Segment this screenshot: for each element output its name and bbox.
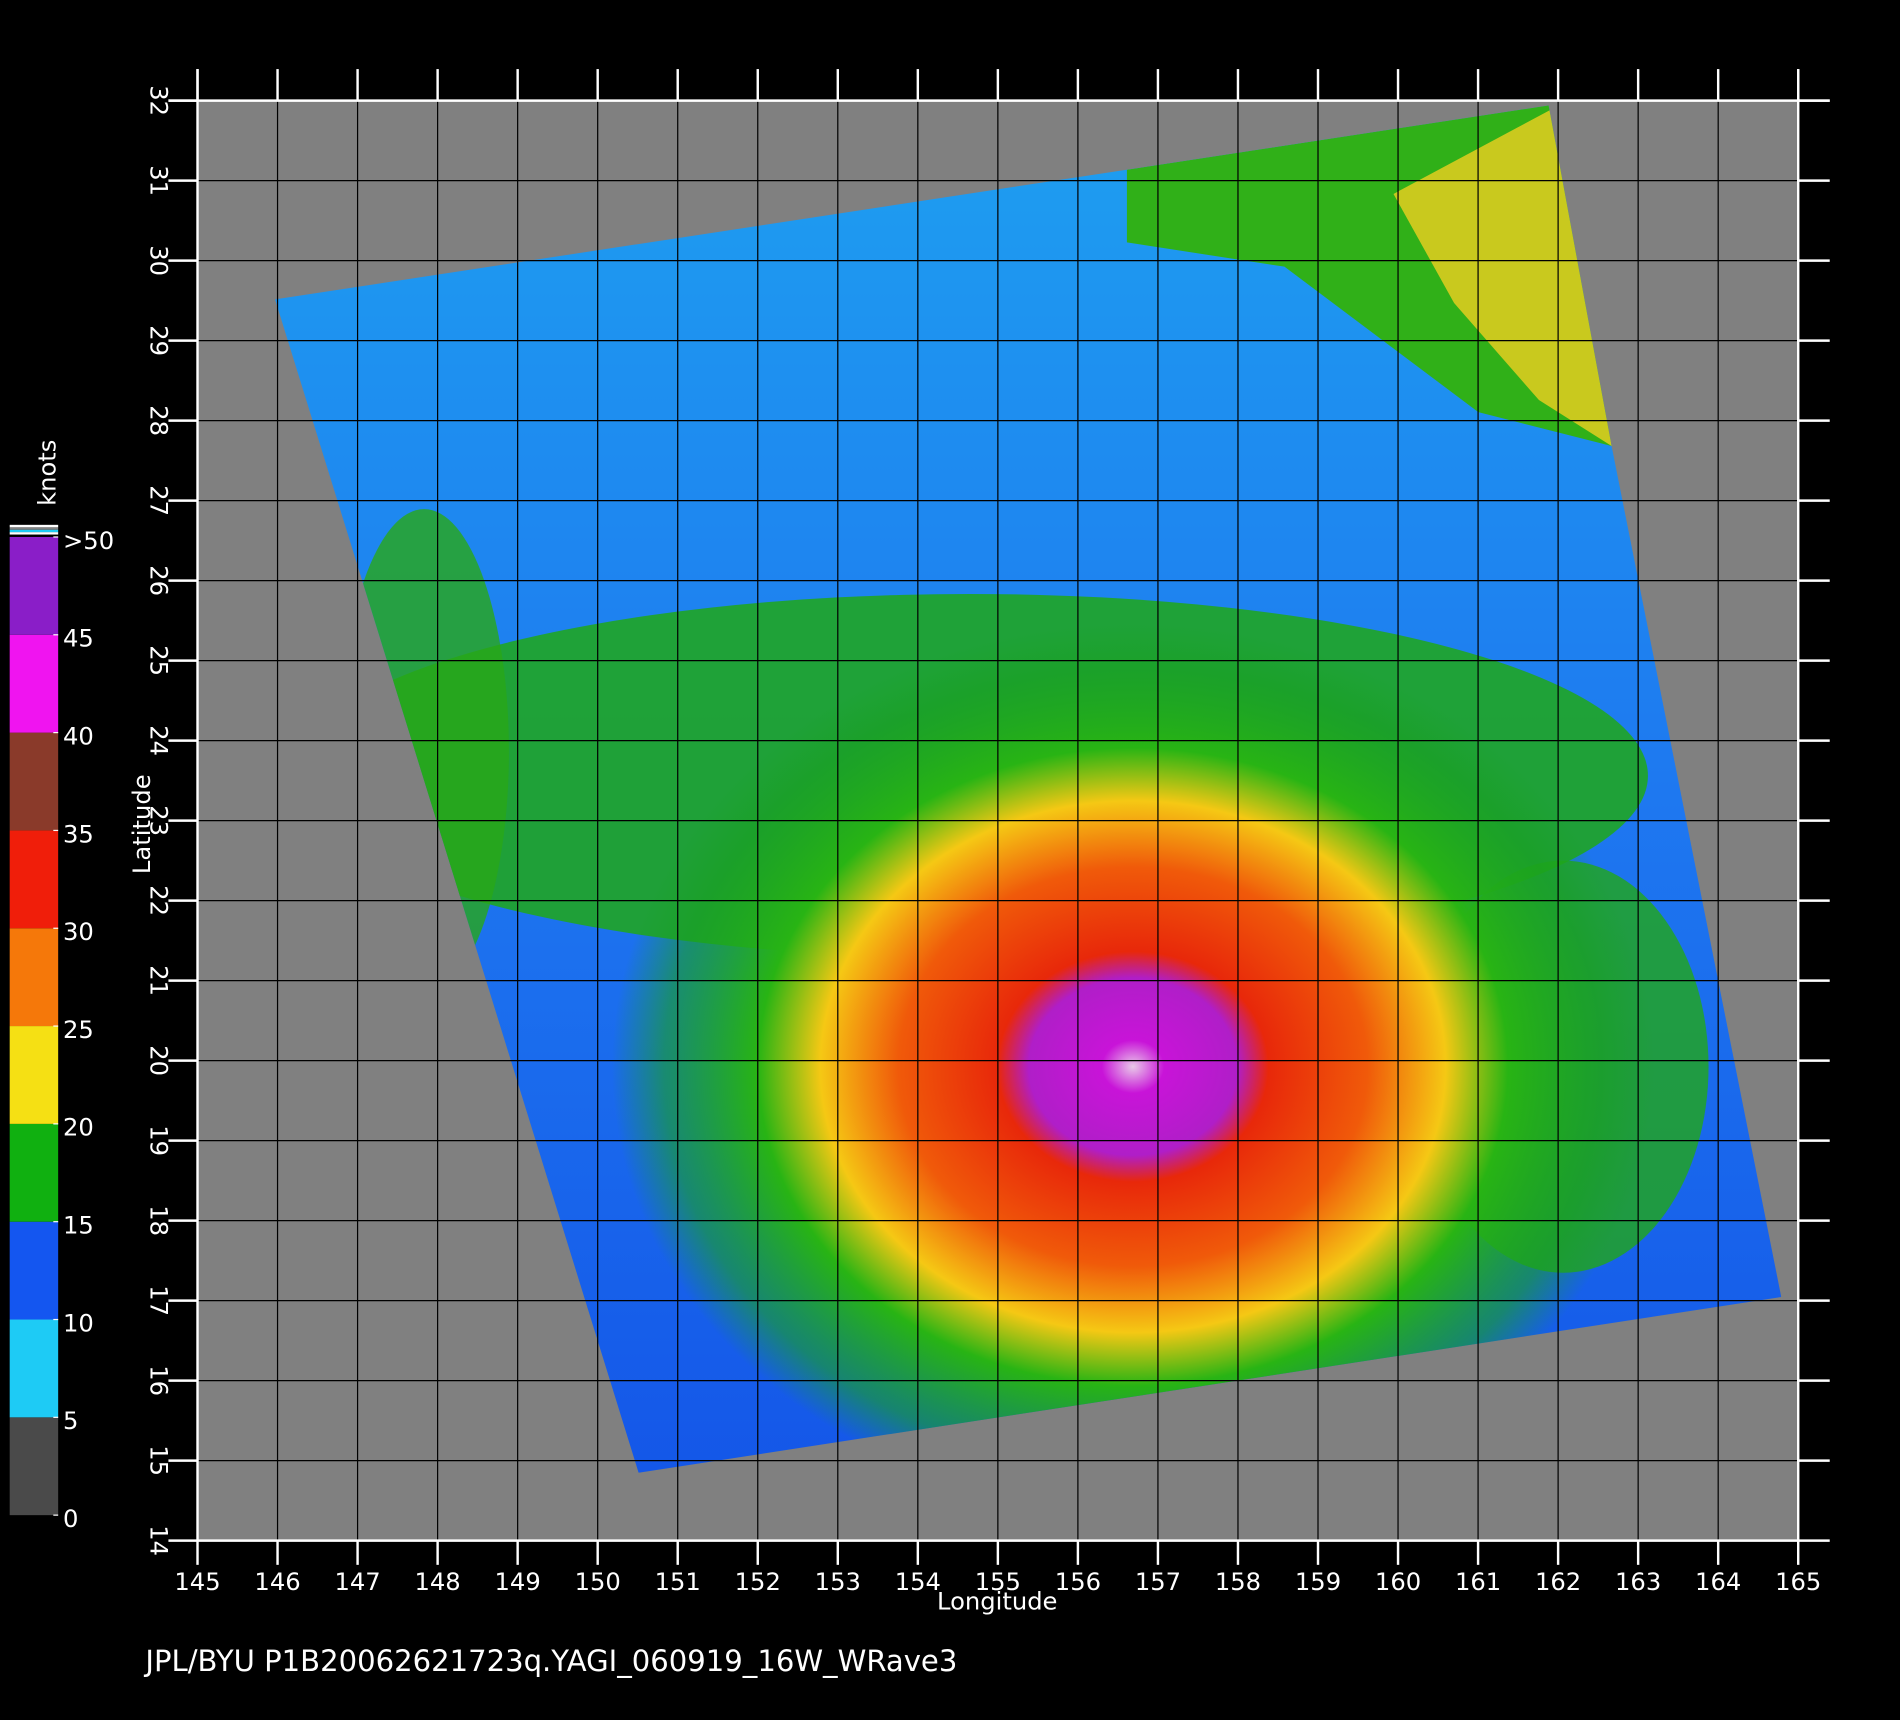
axes: 145 146 147 148 149 150 151 152 153 154 155 156 157 1… xyxy=(145,69,1830,1596)
y-tick-label: 30 xyxy=(145,245,173,276)
y-tick-label: 32 xyxy=(145,85,173,116)
colorbar-tick-label: 25 xyxy=(63,1016,94,1044)
colorbar-tick-label: 30 xyxy=(63,918,94,946)
x-tick-label: 163 xyxy=(1615,1568,1661,1596)
y-tick-label: 15 xyxy=(145,1445,173,1476)
colorbar-segment xyxy=(9,732,59,831)
y-tick-label: 27 xyxy=(145,485,173,516)
colorbar-cap xyxy=(9,524,59,528)
x-axis-label: Longitude xyxy=(937,1587,1057,1615)
colorbar-segment xyxy=(9,1417,59,1516)
y-tick-label: 22 xyxy=(145,885,173,916)
colorbar-segment xyxy=(9,536,59,635)
colorbar-tick-label: 5 xyxy=(63,1407,78,1435)
chart-title: JPL/BYU P1B20062621723q.YAGI_060919_16W_… xyxy=(143,1644,957,1678)
x-tick-label: 162 xyxy=(1535,1568,1581,1596)
colorbar-tick-label: 45 xyxy=(63,625,94,653)
x-tick-label: 157 xyxy=(1135,1568,1181,1596)
y-tick-label: 25 xyxy=(145,645,173,676)
colorbar-segment xyxy=(9,1026,59,1124)
x-tick-label: 147 xyxy=(334,1568,380,1596)
colorbar-segment xyxy=(9,1319,59,1418)
y-tick-label: 26 xyxy=(145,565,173,596)
colorbar-tick-label: 35 xyxy=(63,820,94,848)
x-tick-label: 152 xyxy=(735,1568,781,1596)
x-tick-label: 159 xyxy=(1295,1568,1341,1596)
x-tick-label: 156 xyxy=(1055,1568,1101,1596)
y-tick-label: 14 xyxy=(145,1525,173,1556)
y-tick-label: 21 xyxy=(145,965,173,996)
y-tick-label: 18 xyxy=(145,1205,173,1236)
colorbar: 0 5 10 15 20 25 30 35 40 45 >50 xyxy=(9,524,114,1533)
colorbar-cap xyxy=(9,529,59,533)
x-tick-label: 154 xyxy=(895,1568,941,1596)
colorbar-segment xyxy=(9,1221,59,1320)
colorbar-segment xyxy=(9,1123,59,1222)
colorbar-tick-label: >50 xyxy=(63,527,114,555)
x-tick-label: 150 xyxy=(575,1568,621,1596)
x-tick-label: 161 xyxy=(1455,1568,1501,1596)
colorbar-cap xyxy=(9,527,59,530)
y-axis-label: Latitude xyxy=(128,774,156,874)
colorbar-tick-label: 0 xyxy=(63,1505,78,1533)
x-tick-label: 155 xyxy=(975,1568,1021,1596)
x-tick-label: 160 xyxy=(1375,1568,1421,1596)
x-tick-label: 151 xyxy=(655,1568,701,1596)
y-tick-label: 16 xyxy=(145,1365,173,1396)
x-tick-label: 153 xyxy=(815,1568,861,1596)
y-tick-label: 23 xyxy=(145,805,173,836)
y-tick-label: 19 xyxy=(145,1125,173,1156)
colorbar-segment xyxy=(9,928,59,1027)
x-tick-label: 164 xyxy=(1695,1568,1741,1596)
x-tick-label: 149 xyxy=(495,1568,541,1596)
colorbar-label: knots xyxy=(33,440,61,506)
colorbar-tick-label: 10 xyxy=(63,1309,94,1337)
y-tick-label: 17 xyxy=(145,1285,173,1316)
wind-swath xyxy=(275,105,1782,1473)
y-tick-label: 31 xyxy=(145,165,173,196)
x-tick-label: 148 xyxy=(415,1568,461,1596)
y-tick-label: 28 xyxy=(145,405,173,436)
x-tick-label: 158 xyxy=(1215,1568,1261,1596)
colorbar-segment xyxy=(9,830,59,929)
grid xyxy=(196,100,1799,1542)
colorbar-cap xyxy=(9,532,59,535)
x-tick-label: 146 xyxy=(254,1568,300,1596)
y-tick-label: 29 xyxy=(145,325,173,356)
x-tick-label: 165 xyxy=(1775,1568,1821,1596)
y-tick-label: 20 xyxy=(145,1045,173,1076)
colorbar-segment xyxy=(9,634,59,733)
x-tick-label: 145 xyxy=(174,1568,220,1596)
colorbar-tick-label: 20 xyxy=(63,1114,94,1142)
colorbar-tick-label: 15 xyxy=(63,1212,94,1240)
y-tick-label: 24 xyxy=(145,725,173,756)
colorbar-tick-label: 40 xyxy=(63,722,94,750)
